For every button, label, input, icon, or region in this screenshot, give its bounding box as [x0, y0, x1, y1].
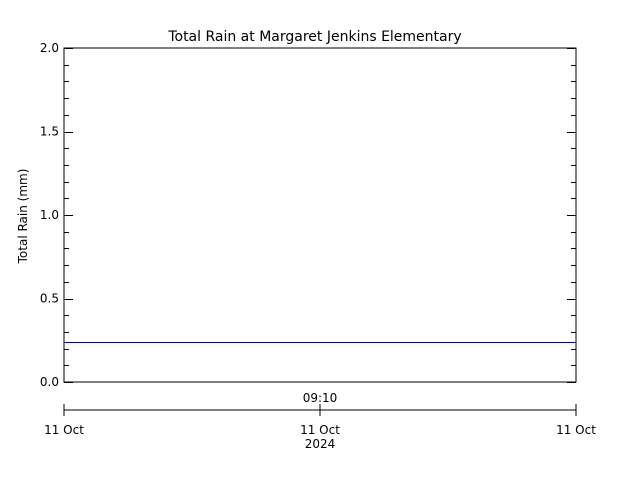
- y-tick-label: 1.5: [40, 125, 59, 139]
- plot-frame: [63, 47, 577, 383]
- y-tick-label: 1.0: [40, 208, 59, 222]
- y-tick-label: 0.5: [40, 292, 59, 306]
- year-label-center: 2024: [305, 437, 336, 451]
- y-axis-ticks: 0.0 0.5 1.0 1.5 2.0: [40, 41, 576, 389]
- date-label-center: 11 Oct: [300, 423, 340, 437]
- y-tick-label: 0.0: [40, 375, 59, 389]
- date-label-right: 11 Oct: [556, 423, 596, 437]
- y-tick-label: 2.0: [40, 41, 59, 55]
- time-label: 09:10: [303, 391, 338, 405]
- y-axis-label: Total Rain (mm): [16, 169, 30, 265]
- date-label-left: 11 Oct: [44, 423, 84, 437]
- chart-title: Total Rain at Margaret Jenkins Elementar…: [167, 29, 461, 45]
